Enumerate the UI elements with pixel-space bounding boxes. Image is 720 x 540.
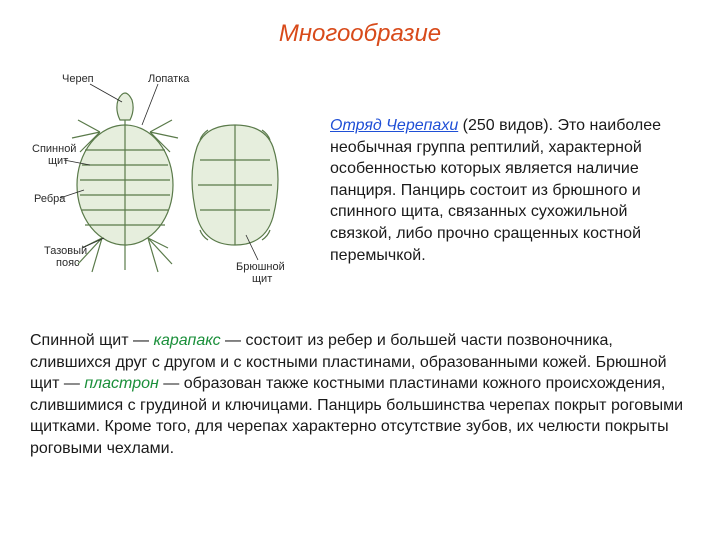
term-carapace: карапакс bbox=[153, 332, 220, 349]
label-pelvis-2: пояс bbox=[56, 257, 80, 269]
turtle-anatomy-diagram: Череп Лопатка Спинной щит Ребра Тазовый … bbox=[30, 70, 300, 290]
label-dorsal-2: щит bbox=[48, 155, 68, 167]
label-ventral-2: щит bbox=[252, 273, 272, 285]
term-plastron: пластрон bbox=[84, 375, 158, 392]
order-link: Отряд Черепахи bbox=[330, 117, 458, 134]
label-dorsal-1: Спинной bbox=[32, 143, 76, 155]
paragraph-2: Спинной щит — карапакс — состоит из ребе… bbox=[30, 330, 690, 460]
anatomy-svg: Череп Лопатка Спинной щит Ребра Тазовый … bbox=[30, 70, 300, 290]
label-scapula: Лопатка bbox=[148, 73, 190, 85]
label-skull: Череп bbox=[62, 73, 94, 85]
p2-t1: Спинной щит — bbox=[30, 332, 153, 349]
slide: Многообразие bbox=[0, 0, 720, 540]
label-pelvis-1: Тазовый bbox=[44, 245, 87, 257]
slide-title: Многообразие bbox=[0, 20, 720, 48]
label-ribs: Ребра bbox=[34, 193, 66, 205]
label-ventral-1: Брюшной bbox=[236, 261, 285, 273]
paragraph-1: Отряд Черепахи (250 видов). Это наиболее… bbox=[330, 115, 690, 266]
p1-rest: (250 видов). Это наиболее необычная груп… bbox=[330, 117, 661, 264]
